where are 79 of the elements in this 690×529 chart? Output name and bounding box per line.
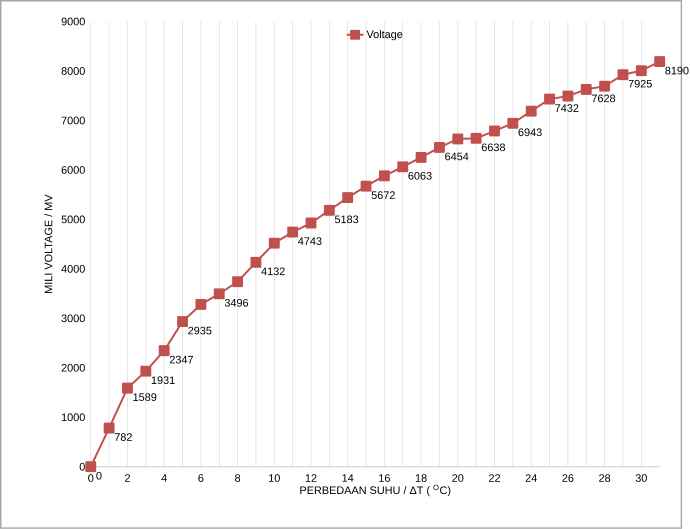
x-tick-label: 4 — [161, 474, 167, 482]
x-tick-label: 2 — [124, 474, 130, 482]
y-tick-label: 8000 — [62, 67, 85, 75]
point — [306, 218, 316, 229]
point — [85, 461, 96, 472]
point — [140, 366, 152, 377]
y-tick-label: 6000 — [62, 166, 85, 174]
point — [214, 288, 225, 300]
x-tick-label: 16 — [379, 474, 390, 482]
x-tick-label: 12 — [306, 474, 316, 482]
data-label: 4132 — [261, 268, 285, 276]
y-tick-label: 4000 — [61, 265, 85, 273]
point — [232, 276, 244, 288]
data-label: 5672 — [372, 191, 395, 200]
point — [507, 118, 518, 129]
y-axis-title: MILI VOLTAGE / MV — [44, 194, 52, 294]
x-tick-label: 22 — [488, 474, 500, 482]
point — [580, 84, 592, 95]
point — [452, 134, 464, 144]
data-label: 2935 — [188, 326, 212, 334]
data-label: 2347 — [170, 356, 193, 364]
point — [618, 69, 628, 80]
x-tick-label: 6 — [198, 474, 204, 482]
x-tick-label: 30 — [636, 474, 647, 482]
data-label: 7925 — [628, 80, 652, 88]
x-tick-label: 0 — [88, 474, 94, 482]
point — [177, 316, 188, 328]
x-tick-label: 26 — [562, 474, 574, 482]
point — [489, 126, 500, 137]
data-label: 8190 — [665, 66, 689, 75]
data-label: 7628 — [592, 94, 616, 102]
data-label: 1589 — [133, 393, 156, 402]
y-tick-label: 1000 — [62, 414, 85, 422]
y-tick-label: 5000 — [62, 216, 85, 224]
point — [654, 56, 666, 68]
data-label: 1931 — [152, 376, 175, 384]
point — [526, 106, 537, 117]
point — [287, 226, 298, 238]
point — [122, 382, 133, 394]
point — [470, 133, 482, 144]
data-label: 3496 — [224, 299, 248, 307]
point — [636, 65, 647, 76]
y-tick-label: 7000 — [62, 116, 85, 124]
data-label: 6943 — [518, 128, 542, 136]
x-tick-label: 24 — [526, 474, 537, 482]
point — [250, 256, 262, 268]
data-label: 6454 — [445, 152, 468, 160]
data-label: 5183 — [334, 216, 358, 224]
point — [360, 180, 372, 192]
point — [195, 299, 206, 310]
point — [397, 161, 408, 172]
y-tick-label: 2000 — [62, 364, 85, 372]
data-label: 782 — [114, 433, 132, 441]
x-tick-label: 10 — [269, 474, 280, 482]
legend-label: Voltage — [366, 30, 402, 40]
point — [562, 90, 574, 102]
y-tick-label: 3000 — [62, 314, 85, 322]
point — [324, 204, 335, 216]
point — [268, 238, 280, 249]
point — [378, 170, 390, 182]
point — [416, 152, 427, 163]
x-tick-label: 28 — [599, 474, 610, 482]
x-tick-label: 20 — [452, 474, 464, 482]
x-tick-label: 18 — [416, 474, 427, 482]
point — [434, 142, 445, 153]
data-label: 6063 — [408, 172, 432, 180]
point — [158, 345, 170, 356]
point — [544, 94, 555, 105]
x-axis-title: PERBEDAAN SUHU / ΔT ( $^{O}$C) — [300, 484, 450, 496]
point — [599, 80, 610, 92]
point — [104, 422, 115, 434]
point — [342, 192, 354, 204]
x-tick-label: 14 — [342, 474, 354, 482]
data-label: 6638 — [482, 144, 506, 152]
y-tick-label: 0 — [80, 462, 85, 471]
y-tick-label: 9000 — [62, 18, 85, 26]
x-tick-label: 8 — [235, 474, 240, 482]
data-label: 7432 — [555, 104, 578, 112]
data-label: 4743 — [298, 237, 322, 246]
